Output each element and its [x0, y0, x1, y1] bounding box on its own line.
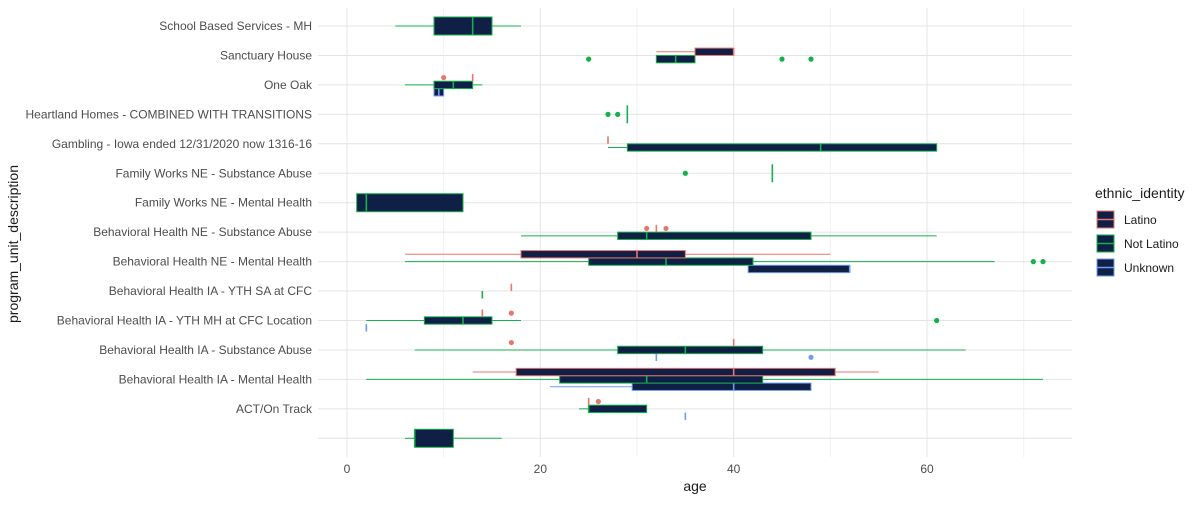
y-tick-label: School Based Services - MH	[159, 19, 312, 33]
box-not-latino	[405, 257, 1046, 266]
outlier-point	[779, 56, 785, 62]
x-tick-label: 60	[920, 462, 934, 476]
box-not-latino	[405, 428, 502, 448]
iqr-box	[626, 143, 938, 152]
outlier-point	[663, 225, 669, 232]
legend-label: Latino	[1124, 213, 1157, 227]
y-tick-label: Sanctuary House	[220, 48, 312, 62]
y-tick-label: Gambling - Iowa ended 12/31/2020 now 131…	[52, 137, 313, 151]
legend: ethnic_identity Latino Not Latino Unknown	[1095, 185, 1185, 277]
box-not-latino	[605, 105, 629, 124]
iqr-box	[414, 428, 454, 448]
iqr-box	[694, 47, 735, 56]
box-latino	[644, 224, 669, 233]
y-tick-label: One Oak	[264, 78, 313, 92]
box-latino	[508, 338, 735, 347]
outlier-point	[615, 111, 621, 117]
outlier-point	[595, 398, 601, 405]
y-tick-label: Family Works NE - Mental Health	[135, 196, 312, 210]
box-not-latino	[579, 404, 648, 414]
iqr-box	[588, 404, 648, 414]
iqr-box	[356, 193, 464, 213]
plot-area	[356, 16, 1046, 448]
box-unknown	[655, 353, 814, 361]
box-not-latino	[682, 164, 774, 183]
box-not-latino	[405, 80, 483, 90]
iqr-box	[588, 257, 754, 266]
y-tick-label: Behavioral Health NE - Mental Health	[113, 255, 312, 269]
y-axis-tick-labels: School Based Services - MH Sanctuary Hous…	[26, 19, 313, 416]
y-axis-title: program_unit_description	[5, 165, 21, 323]
outlier-point	[1030, 259, 1036, 265]
iqr-box	[617, 345, 764, 355]
box-not-latino	[366, 316, 940, 325]
y-tick-label: Behavioral Health IA - YTH MH at CFC Loc…	[57, 314, 312, 328]
box-latino	[405, 250, 831, 259]
outlier-point	[441, 74, 447, 81]
iqr-box	[520, 250, 686, 259]
y-tick-label: Heartland Homes - COMBINED WITH TRANSITI…	[26, 107, 313, 121]
box-not-latino	[356, 193, 464, 213]
box-unknown	[433, 88, 445, 97]
x-tick-label: 40	[727, 462, 741, 476]
outlier-point	[808, 354, 814, 360]
y-tick-label: ACT/On Track	[236, 402, 313, 416]
iqr-box	[433, 16, 493, 36]
outlier-point	[682, 170, 688, 176]
box-not-latino	[414, 345, 966, 355]
outlier-point	[1040, 259, 1046, 265]
iqr-box	[423, 316, 493, 325]
legend-title: ethnic_identity	[1095, 185, 1185, 201]
outlier-point	[644, 225, 650, 232]
box-not-latino	[366, 375, 1043, 384]
x-tick-label: 0	[344, 462, 351, 476]
outlier-point	[934, 317, 940, 324]
outlier-point	[508, 310, 514, 316]
legend-label: Unknown	[1124, 261, 1174, 275]
box-latino	[472, 367, 879, 377]
iqr-box	[617, 231, 812, 241]
y-tick-label: Family Works NE - Substance Abuse	[115, 166, 312, 180]
box-unknown	[550, 382, 812, 391]
box-latino	[587, 397, 601, 406]
outlier-point	[586, 56, 592, 62]
box-not-latino	[586, 54, 814, 64]
iqr-box	[747, 264, 851, 274]
iqr-box	[631, 382, 812, 391]
y-tick-label: Behavioral Health IA - Mental Health	[119, 372, 312, 386]
box-not-latino	[608, 143, 938, 152]
box-not-latino	[395, 16, 521, 36]
x-axis-tick-labels: 0 20 40 60	[344, 462, 934, 476]
legend-label: Not Latino	[1124, 237, 1179, 251]
box-latino	[481, 309, 514, 317]
x-axis-title: age	[683, 478, 707, 494]
box-not-latino	[521, 231, 937, 241]
y-tick-label: Behavioral Health NE - Substance Abuse	[93, 225, 312, 239]
iqr-box	[559, 375, 764, 384]
y-tick-label: Behavioral Health IA - Substance Abuse	[99, 343, 312, 357]
outlier-point	[808, 56, 814, 62]
y-tick-label: Behavioral Health IA - YTH SA at CFC	[109, 284, 313, 298]
box-unknown	[747, 264, 851, 274]
outlier-point	[605, 111, 611, 117]
box-latino	[656, 47, 735, 56]
outlier-point	[508, 339, 514, 346]
box-latino	[441, 73, 474, 82]
iqr-box	[515, 367, 836, 377]
x-tick-label: 20	[534, 462, 548, 476]
